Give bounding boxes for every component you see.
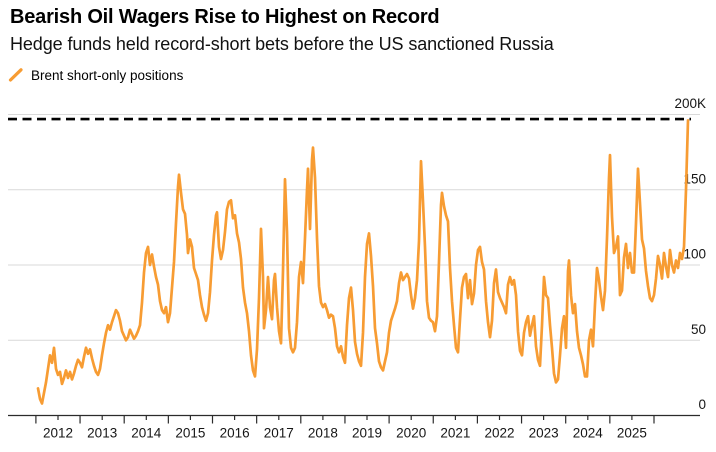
x-axis-label-2023: 2023 xyxy=(529,426,559,441)
x-axis-label-2014: 2014 xyxy=(131,426,162,441)
y-axis-label-150: 150 xyxy=(683,171,706,186)
orange-slash-icon xyxy=(8,68,23,82)
y-axis-label-50: 50 xyxy=(691,322,706,337)
x-axis-label-2019: 2019 xyxy=(352,426,382,441)
chart-subtitle: Hedge funds held record-short bets befor… xyxy=(10,34,554,54)
x-axis-label-2013: 2013 xyxy=(87,426,117,441)
x-axis-label-2016: 2016 xyxy=(220,426,250,441)
chart-title: Bearish Oil Wagers Rise to Highest on Re… xyxy=(10,6,440,28)
x-axis-label-2025: 2025 xyxy=(617,426,647,441)
x-axis-label-2015: 2015 xyxy=(175,426,205,441)
legend: Brent short-only positions xyxy=(8,67,183,83)
x-axis-label-2018: 2018 xyxy=(308,426,338,441)
x-axis-label-2024: 2024 xyxy=(573,426,604,441)
x-axis-label-2022: 2022 xyxy=(484,426,514,441)
y-axis-label-200K: 200K xyxy=(674,96,706,111)
x-axis-label-2012: 2012 xyxy=(43,426,73,441)
x-axis-label-2020: 2020 xyxy=(396,426,426,441)
series-line-brent-short-only xyxy=(36,119,690,405)
x-axis-label-2021: 2021 xyxy=(440,426,470,441)
y-axis-label-100: 100 xyxy=(683,247,706,262)
legend-label: Brent short-only positions xyxy=(31,67,184,83)
y-axis-label-0: 0 xyxy=(698,397,706,412)
x-axis-label-2017: 2017 xyxy=(264,426,294,441)
